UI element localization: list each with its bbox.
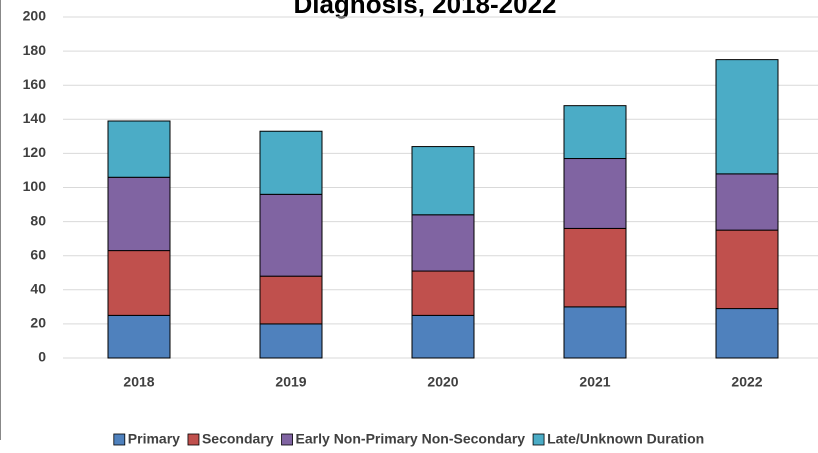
bar-segment (259, 193, 323, 277)
x-tick-label: 2021 (579, 374, 610, 390)
legend: Primary Secondary Early Non-Primary Non-Se… (113, 431, 704, 447)
y-tick-label: 40 (30, 281, 46, 297)
legend-swatch (532, 433, 545, 446)
bar-segment (715, 59, 779, 175)
bar-segment (107, 176, 171, 252)
bar-segment (563, 105, 627, 160)
bar-segment (563, 227, 627, 308)
y-tick-label: 160 (23, 76, 47, 92)
y-tick-label: 200 (23, 8, 47, 24)
legend-label: Late/Unknown Duration (547, 431, 704, 447)
bar-segment (715, 308, 779, 359)
bar-segment (411, 270, 475, 316)
bar-segment (411, 314, 475, 359)
legend-label: Early Non-Primary Non-Secondary (296, 431, 526, 447)
bar-segment (411, 214, 475, 272)
bar-segment (563, 158, 627, 229)
x-tick-label: 2022 (731, 374, 762, 390)
y-tick-label: 60 (30, 246, 46, 262)
bar-segment (411, 146, 475, 216)
bar-segment (259, 275, 323, 325)
x-tick-label: 2020 (427, 374, 458, 390)
legend-swatch (281, 433, 293, 446)
chart-title: Diagnosis, 2018-2022 (293, 0, 556, 19)
bar-segment (107, 314, 171, 359)
y-tick-label: 140 (23, 110, 47, 126)
legend-label: Primary (128, 431, 180, 447)
y-tick-label: 20 (30, 315, 46, 331)
y-tick-label: 100 (23, 178, 47, 194)
bar-segment (715, 229, 779, 310)
bar-segment (715, 173, 779, 231)
x-tick-label: 2019 (275, 374, 306, 390)
legend-swatch (187, 433, 200, 446)
y-tick-label: 0 (38, 349, 46, 365)
legend-swatch (113, 433, 126, 446)
bar-segment (107, 250, 171, 316)
bar-segment (259, 130, 323, 195)
y-tick-label: 80 (30, 212, 46, 228)
bar-segment (563, 306, 627, 359)
x-tick-label: 2018 (123, 374, 154, 390)
bar-segment (259, 323, 323, 359)
y-tick-label: 120 (23, 144, 47, 160)
legend-label: Secondary (202, 431, 274, 447)
bar-segment (107, 120, 171, 178)
y-tick-label: 180 (23, 42, 47, 58)
